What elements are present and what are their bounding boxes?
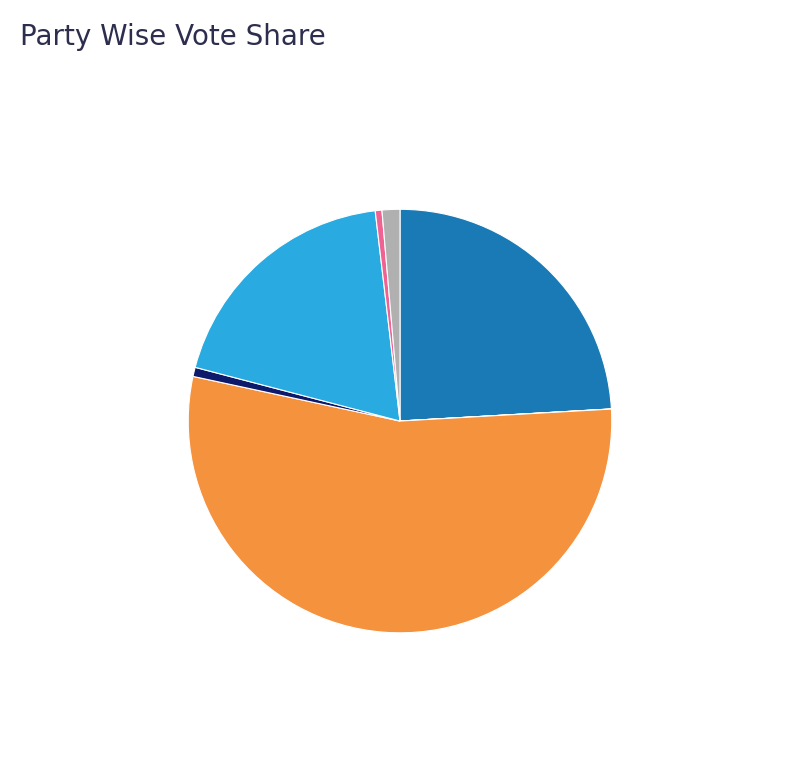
Wedge shape bbox=[188, 376, 612, 633]
Wedge shape bbox=[382, 209, 400, 421]
Wedge shape bbox=[195, 211, 400, 421]
Wedge shape bbox=[193, 368, 400, 421]
Wedge shape bbox=[375, 210, 400, 421]
Wedge shape bbox=[400, 409, 611, 421]
Text: Party Wise Vote Share: Party Wise Vote Share bbox=[20, 23, 326, 51]
Wedge shape bbox=[400, 209, 611, 421]
